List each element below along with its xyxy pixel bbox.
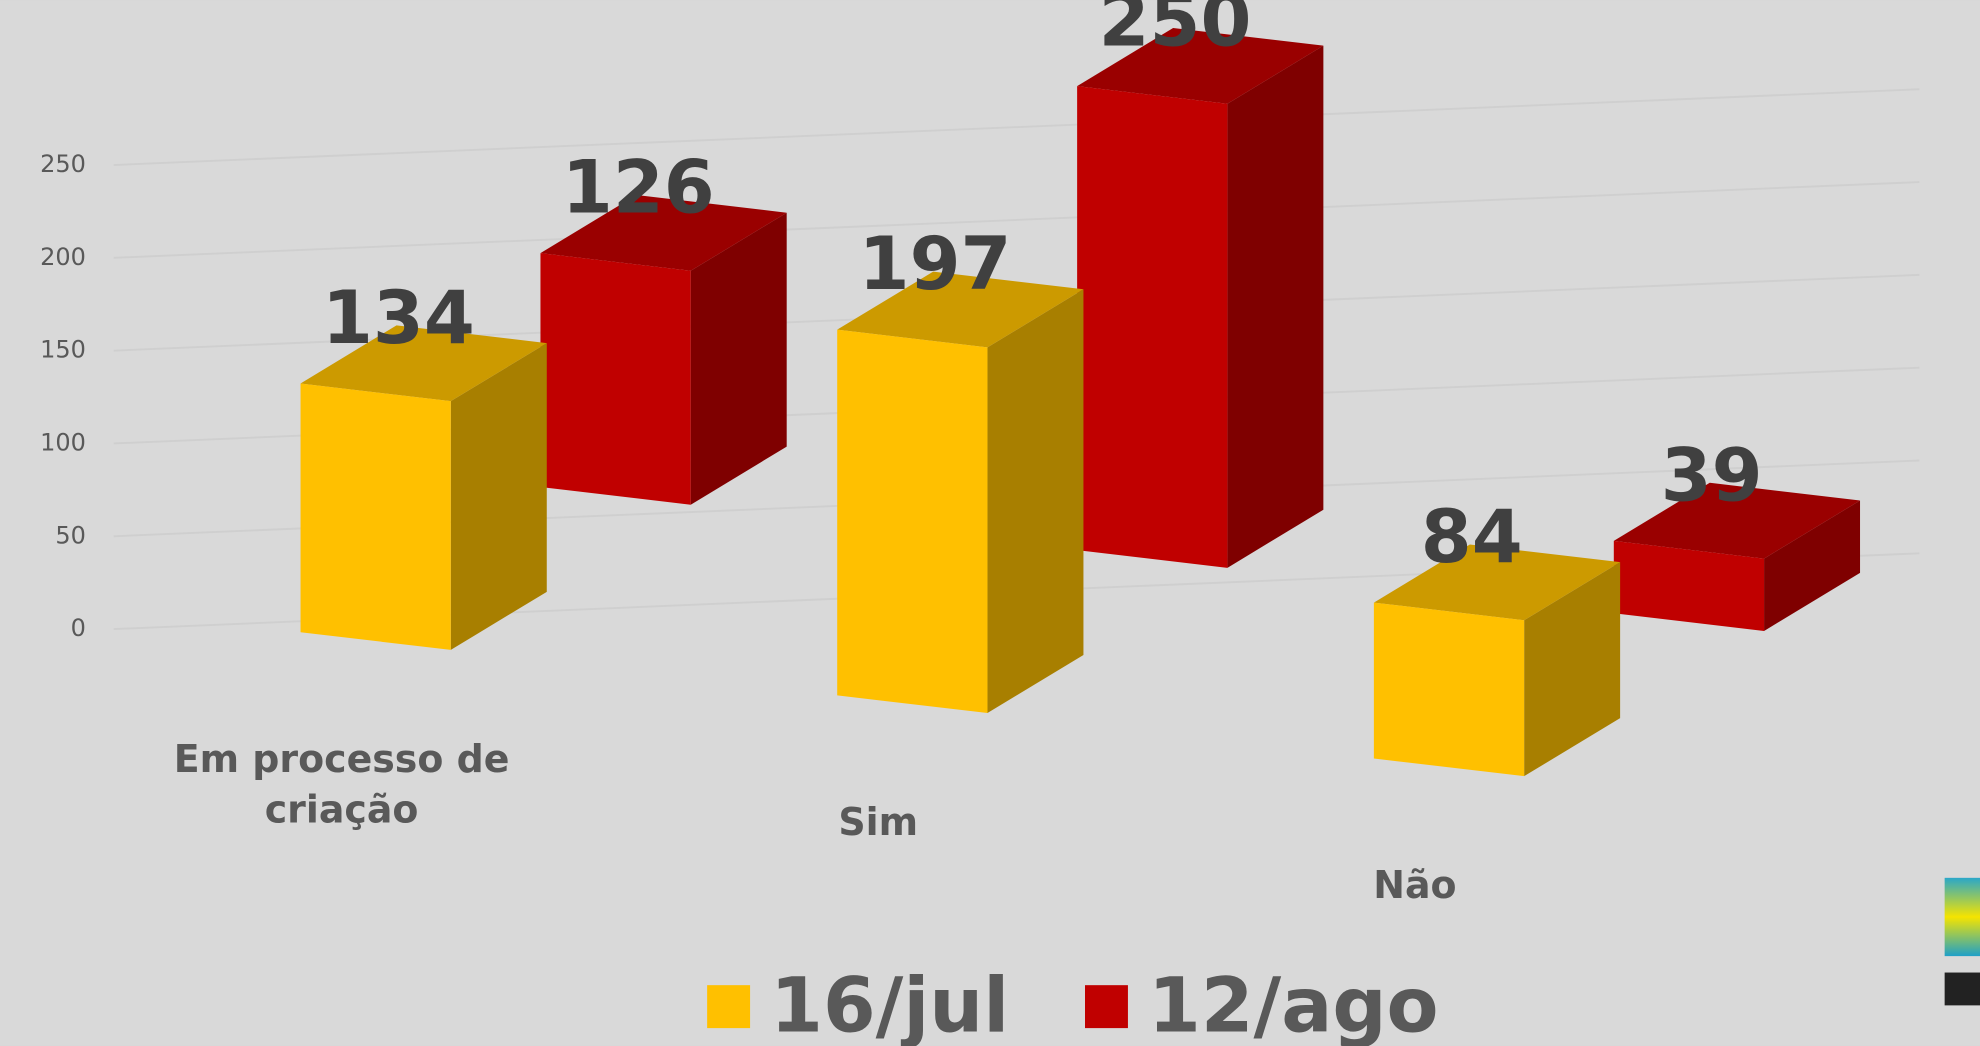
bar-top bbox=[300, 325, 547, 402]
data-label: 39 bbox=[1661, 433, 1763, 518]
bar-front bbox=[540, 253, 691, 505]
legend-swatch bbox=[1084, 985, 1128, 1029]
y-tick-label: 50 bbox=[55, 521, 86, 549]
bar-top bbox=[837, 271, 1084, 348]
bar-side bbox=[450, 343, 547, 650]
grid-line bbox=[113, 181, 1920, 259]
y-tick-label: 250 bbox=[40, 150, 86, 178]
data-label: 84 bbox=[1421, 495, 1523, 580]
data-label: 126 bbox=[562, 146, 715, 231]
grid-line bbox=[113, 88, 1920, 166]
bar-top bbox=[1077, 28, 1324, 104]
legend-label: 16/jul bbox=[770, 961, 1009, 1046]
logo-mark bbox=[1944, 972, 1980, 1006]
bar-side bbox=[690, 212, 787, 505]
data-label: 134 bbox=[322, 276, 475, 361]
y-tick-label: 0 bbox=[71, 614, 86, 642]
bar-front bbox=[1373, 602, 1525, 777]
bar-top bbox=[1373, 544, 1621, 621]
x-tick-label: Em processo de criação bbox=[173, 737, 510, 833]
legend-label: 12/ago bbox=[1148, 961, 1438, 1046]
bar-front bbox=[1077, 86, 1228, 568]
x-tick-label: Não bbox=[1373, 863, 1457, 909]
bar-side bbox=[1764, 500, 1861, 631]
category-label-box: Sim bbox=[838, 800, 919, 846]
bar-side bbox=[1524, 562, 1621, 777]
y-tick-label: 100 bbox=[40, 428, 86, 456]
y-tick-label: 200 bbox=[40, 243, 86, 271]
bar-side bbox=[1227, 45, 1324, 568]
data-label: 197 bbox=[859, 222, 1012, 307]
y-tick-label: 150 bbox=[40, 336, 86, 364]
data-label: 250 bbox=[1099, 0, 1252, 64]
category-label-box: Em processo de criação bbox=[173, 737, 510, 833]
bar-top bbox=[540, 195, 787, 271]
category-label-box: Não bbox=[1373, 863, 1457, 909]
bar-front bbox=[300, 383, 451, 650]
bar-top bbox=[1613, 482, 1861, 559]
bar-side bbox=[987, 289, 1084, 714]
bar-front bbox=[1613, 540, 1765, 631]
x-tick-label: Sim bbox=[838, 800, 919, 846]
logo bbox=[1944, 877, 1980, 957]
legend-swatch bbox=[707, 985, 751, 1029]
bar-front bbox=[837, 329, 988, 714]
